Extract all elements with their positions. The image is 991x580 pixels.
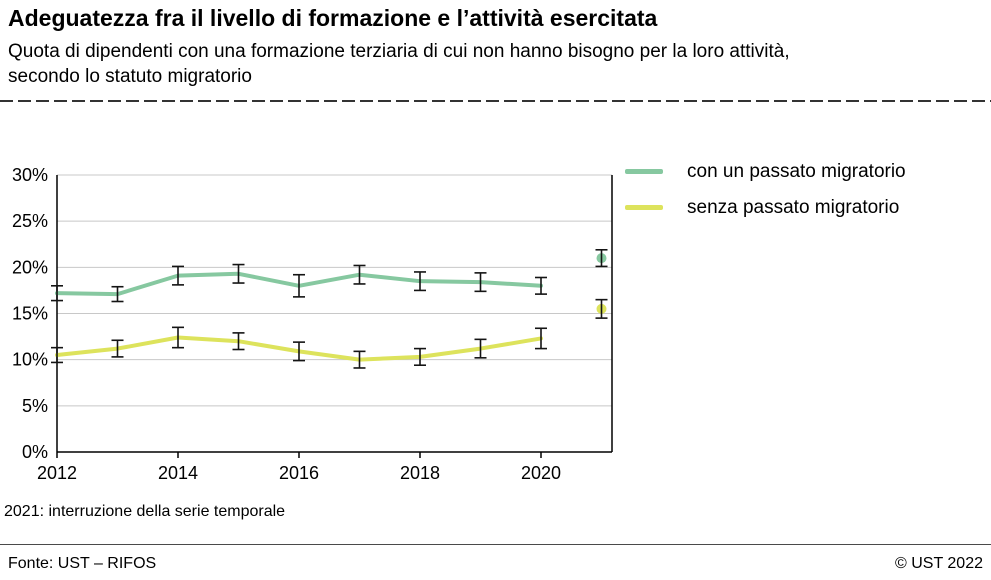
svg-text:15%: 15% xyxy=(12,304,48,324)
svg-text:25%: 25% xyxy=(12,211,48,231)
svg-text:2018: 2018 xyxy=(400,463,440,483)
svg-text:30%: 30% xyxy=(12,165,48,185)
header: Adeguatezza fra il livello di formazione… xyxy=(8,4,983,89)
chart-area: 0% 5% 10% 15% 20% 25% 30% 2012 2014 2016 2018 2020 … xyxy=(0,150,991,500)
source-text: Fonte: UST – RIFOS xyxy=(8,555,157,572)
svg-text:2012: 2012 xyxy=(37,463,77,483)
footer: Fonte: UST – RIFOS © UST 2022 xyxy=(8,555,983,573)
svg-text:0%: 0% xyxy=(22,442,48,462)
line-chart: 0% 5% 10% 15% 20% 25% 30% 2012 2014 2016 2018 2020 xyxy=(12,165,613,483)
svg-text:10%: 10% xyxy=(12,350,48,370)
page-subtitle: Quota di dipendenti con una formazione t… xyxy=(8,40,790,87)
svg-text:20%: 20% xyxy=(12,257,48,277)
svg-text:2020: 2020 xyxy=(521,463,561,483)
page-title: Adeguatezza fra il livello di formazione… xyxy=(8,5,658,31)
copyright-text: © UST 2022 xyxy=(895,555,983,572)
chart-footnote: 2021: interruzione della serie temporale xyxy=(4,503,286,520)
legend-item-con-passato-migratorio: con un passato migratorio xyxy=(625,162,906,181)
legend-swatch-green-line xyxy=(625,169,663,174)
svg-text:5%: 5% xyxy=(22,396,48,416)
legend-label: con un passato migratorio xyxy=(687,161,906,182)
svg-text:2016: 2016 xyxy=(279,463,319,483)
chart-legend: con un passato migratorio senza passato … xyxy=(625,162,906,217)
legend-item-senza-passato-migratorio: senza passato migratorio xyxy=(625,198,906,217)
legend-label: senza passato migratorio xyxy=(687,197,900,218)
separator-dashed xyxy=(0,100,991,102)
legend-swatch-yellow-line xyxy=(625,205,663,210)
footer-divider xyxy=(0,544,991,545)
svg-text:2014: 2014 xyxy=(158,463,198,483)
